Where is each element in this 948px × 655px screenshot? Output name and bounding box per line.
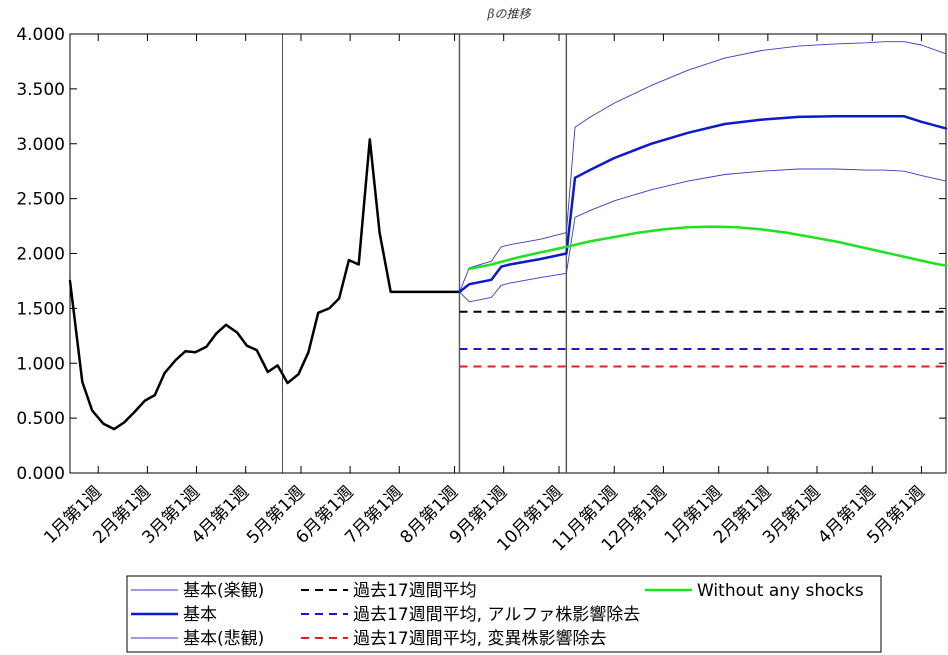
series-line-0 bbox=[68, 138, 461, 431]
y-tick-label: 4.000 bbox=[16, 25, 65, 45]
plot-area bbox=[68, 33, 948, 474]
plot-frame bbox=[69, 33, 947, 474]
y-tick-label: 3.500 bbox=[16, 80, 65, 100]
legend-label: 過去17週間平均, アルファ株影響除去 bbox=[353, 605, 640, 625]
series-line-1 bbox=[459, 41, 947, 293]
legend-label: 過去17週間平均 bbox=[353, 581, 477, 601]
legend-label: 過去17週間平均, 変異株影響除去 bbox=[353, 629, 606, 649]
y-tick-label: 2.500 bbox=[16, 190, 65, 210]
legend-label: 基本 bbox=[183, 605, 217, 625]
legend-label: Without any shocks bbox=[697, 581, 864, 601]
x-axis: 1月第1週2月第1週3月第1週4月第1週5月第1週6月第1週7月第1週8月第1週… bbox=[40, 34, 929, 556]
y-axis: 0.000 0.500 1.000 1.500 2.000 2.500 3.000 3.500… bbox=[16, 25, 946, 484]
chart-title: βの推移 bbox=[487, 7, 532, 21]
y-tick-label: 0.500 bbox=[16, 409, 65, 429]
series-line-2 bbox=[458, 115, 948, 294]
legend-label: 基本(楽観) bbox=[183, 581, 264, 601]
series-line-3 bbox=[459, 168, 947, 303]
legend-label: 基本(悲観) bbox=[183, 629, 264, 649]
y-tick-label: 1.500 bbox=[16, 299, 65, 319]
y-tick-label: 3.000 bbox=[16, 135, 65, 155]
y-tick-label: 1.000 bbox=[16, 354, 65, 374]
series-line-7 bbox=[468, 225, 948, 271]
legend-box bbox=[126, 575, 882, 653]
y-tick-label: 0.000 bbox=[16, 464, 65, 484]
y-tick-label: 2.000 bbox=[16, 245, 65, 265]
